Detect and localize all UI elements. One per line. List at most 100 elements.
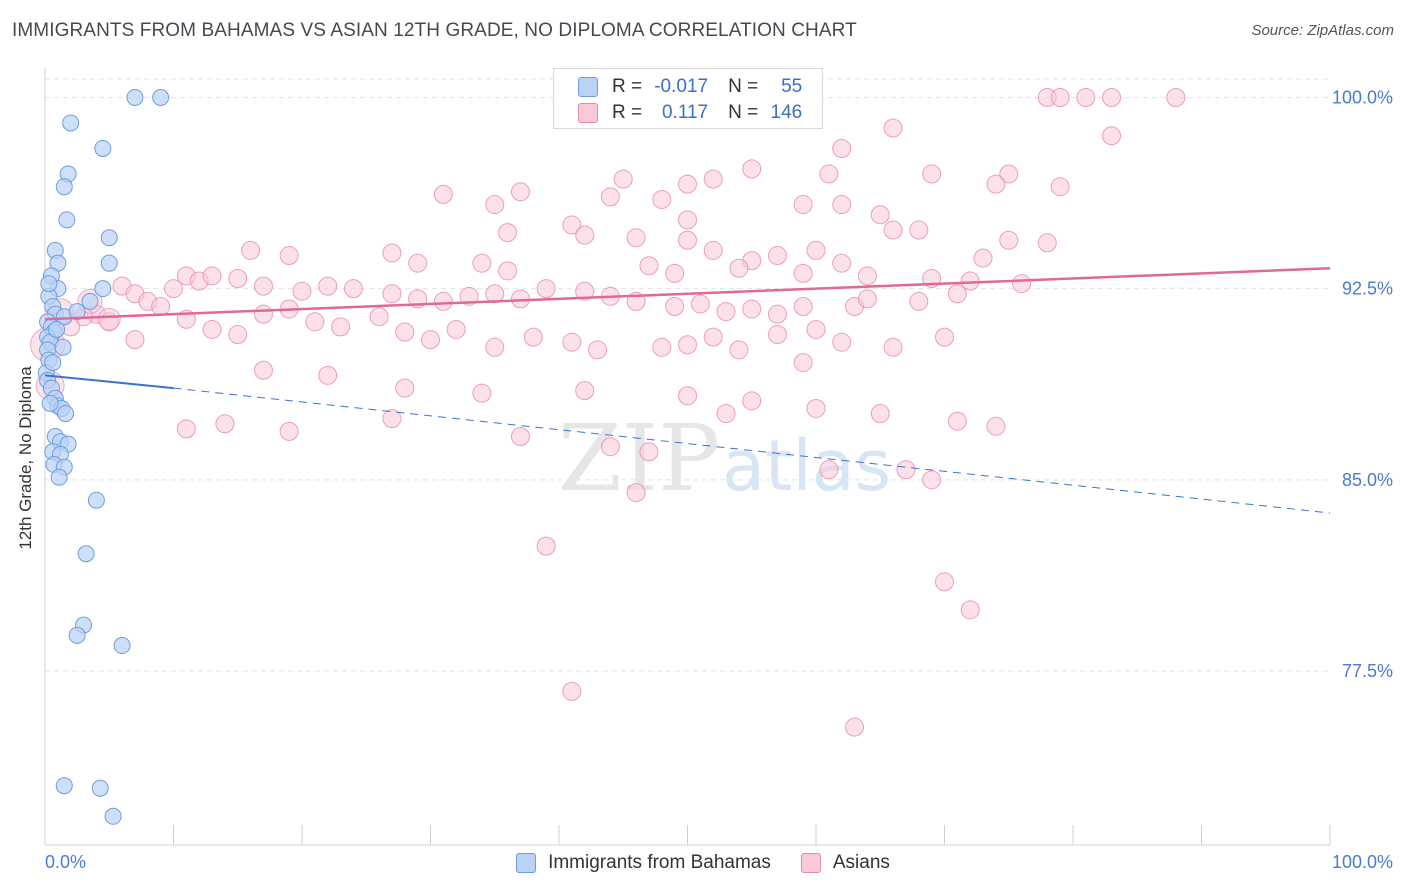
asians-point (433, 291, 453, 311)
asians-point (1050, 88, 1070, 107)
asians-point (678, 230, 697, 250)
asians-point (485, 337, 505, 357)
asians-point (395, 322, 415, 342)
asians-point (767, 304, 787, 324)
bahamas-point (55, 777, 73, 795)
source-label: Source: ZipAtlas.com (1251, 22, 1394, 39)
asians-point (202, 319, 222, 339)
asians-point (742, 159, 762, 179)
asians-point (331, 317, 351, 337)
bahamas-point (68, 626, 86, 644)
series-legend: Immigrants from Bahamas Asians (0, 852, 1406, 874)
asians-point (510, 182, 530, 202)
trend-lines (44, 267, 1331, 514)
legend-item-bahamas[interactable]: Immigrants from Bahamas (516, 852, 771, 874)
asians-point (626, 483, 646, 503)
asians-point (678, 210, 697, 230)
asians-point (947, 411, 967, 431)
asians-point (613, 169, 633, 189)
asians-point (665, 297, 685, 317)
asians-point (369, 307, 389, 327)
n-value-bahamas: 55 (781, 76, 803, 97)
bahamas-point (58, 211, 76, 229)
asians-point (215, 414, 235, 434)
asians-point (433, 184, 453, 204)
bahamas-point (81, 292, 99, 310)
bahamas-points (37, 89, 170, 825)
asians-point (703, 240, 723, 260)
asians-point (97, 307, 121, 331)
asians-point (241, 240, 261, 260)
asians-point (510, 289, 530, 309)
axes (44, 68, 1331, 846)
asians-point (716, 404, 736, 424)
asians-point (922, 470, 942, 490)
bahamas-point (91, 779, 109, 797)
bahamas-point (54, 338, 72, 356)
bahamas-point (94, 280, 112, 298)
correlation-legend: R = -0.017 N = 55 R = 0.117 N = 146 (553, 68, 823, 129)
chart-title: IMMIGRANTS FROM BAHAMAS VS ASIAN 12TH GR… (12, 20, 857, 41)
bahamas-legend-label: Immigrants from Bahamas (548, 852, 771, 873)
asians-point (600, 437, 620, 457)
asians-point (909, 291, 929, 311)
asians-trend (44, 267, 1331, 321)
asians-point (767, 246, 787, 266)
asians-point (947, 284, 967, 304)
asians-point (253, 304, 273, 324)
asians-point (870, 404, 890, 424)
bahamas-point (152, 89, 170, 106)
legend-row-asians: R = 0.117 N = 146 (578, 101, 802, 125)
asians-point (343, 279, 363, 299)
asians-point (318, 276, 338, 296)
r-value-bahamas: -0.017 (654, 76, 709, 97)
asians-point (857, 289, 877, 309)
r-value-asians: 0.117 (661, 102, 709, 123)
asians-point (986, 416, 1006, 436)
asians-point (626, 228, 646, 248)
x-tick-min: 0.0% (45, 852, 86, 872)
asians-point (793, 263, 813, 283)
asians-point (253, 276, 273, 296)
asians-point (793, 353, 813, 373)
asians-point (678, 174, 697, 194)
grid-lines (45, 78, 1330, 672)
asians-point (1076, 88, 1096, 107)
asians-point (395, 378, 415, 398)
asians-point (472, 253, 492, 273)
asians-point (446, 319, 466, 339)
asians-point (652, 337, 672, 357)
legend-item-asians[interactable]: Asians (800, 852, 890, 874)
asians-point (999, 164, 1019, 184)
asians-point (639, 256, 659, 276)
asians-point (883, 118, 903, 138)
asians-point (562, 681, 582, 701)
asians-point (935, 572, 954, 592)
asians-point (793, 195, 813, 215)
asians-point (716, 302, 736, 322)
asians-point (1037, 233, 1057, 253)
asians-point (935, 327, 954, 347)
asians-point (318, 365, 338, 385)
asians-point (125, 330, 145, 350)
asians-point (986, 174, 1006, 194)
bahamas-point (94, 139, 112, 157)
bahamas-point (48, 320, 66, 338)
asians-point (973, 248, 993, 268)
bahamas-point (100, 229, 118, 247)
asians-point (472, 383, 492, 403)
asians-point (639, 442, 659, 462)
asians-point (202, 266, 222, 286)
bahamas-point (62, 114, 80, 132)
asians-point (459, 286, 479, 306)
asians-point (382, 243, 402, 263)
r-label: R = (612, 102, 643, 123)
asians-point (999, 230, 1019, 250)
bahamas-point (104, 807, 122, 825)
asians-point (253, 360, 273, 380)
asians-point (883, 337, 903, 357)
n-label: N = (728, 76, 759, 97)
asians-point (806, 398, 826, 418)
bahamas-legend-swatch (516, 853, 537, 873)
